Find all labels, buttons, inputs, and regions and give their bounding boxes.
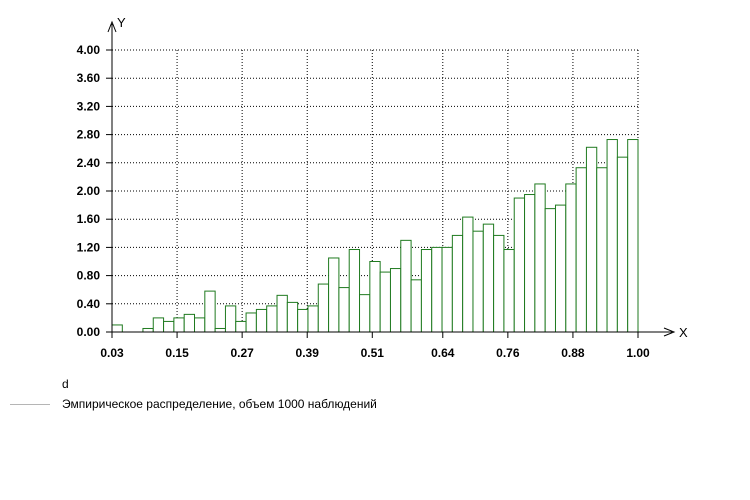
histogram-bar [235, 320, 247, 333]
histogram-bar [255, 308, 268, 333]
axes: Y X [107, 15, 688, 340]
histogram-bar [379, 271, 391, 333]
y-tick-labels: 0.00 0.40 0.80 1.20 1.60 2.00 2.40 2.80 3.20 3.60… [77, 43, 112, 339]
legend-entry: Эмпирическое распределение, объем 1000 н… [10, 396, 377, 412]
histogram-bar [534, 183, 546, 333]
histogram-bar [359, 294, 371, 333]
histogram-bar [472, 230, 484, 333]
y-axis-arrow [107, 20, 117, 33]
x-tick-label: 1.00 [626, 346, 650, 360]
y-tick-label: 2.00 [77, 184, 101, 198]
y-tick-label: 3.60 [77, 71, 101, 85]
histogram-bar [245, 312, 257, 333]
y-tick-label: 0.80 [77, 269, 101, 283]
histogram-bar [173, 317, 185, 333]
histogram-bar [503, 249, 515, 333]
x-axis-label: X [679, 325, 688, 340]
histogram-bar [451, 234, 464, 333]
x-tick-labels: 0.03 0.15 0.27 0.39 0.51 0.64 0.76 0.88 1.00 [100, 332, 650, 360]
histogram-bar [431, 246, 443, 333]
histogram-bar [276, 294, 288, 333]
histogram-bar [214, 327, 226, 333]
histogram-bar [317, 283, 330, 333]
histogram-chart: Y X 0.00 0.40 0.80 1.20 1.60 2.00 2.40 2.80 3.20… [77, 15, 688, 360]
x-tick-label: 0.64 [431, 346, 455, 360]
histogram-bar [554, 204, 567, 333]
y-tick-label: 1.20 [77, 240, 101, 254]
x-tick-label: 0.76 [496, 346, 520, 360]
histogram-bar [565, 183, 577, 333]
histogram-bar [420, 249, 433, 333]
histogram-bar [606, 139, 618, 333]
x-tick-label: 0.03 [100, 346, 124, 360]
x-tick-label: 0.39 [296, 346, 320, 360]
histogram-bar [462, 216, 474, 333]
histogram-bar [389, 268, 402, 333]
histogram-bar [183, 313, 196, 333]
x-tick-label: 0.88 [561, 346, 585, 360]
histogram-bar [142, 327, 154, 333]
y-tick-label: 2.40 [77, 156, 101, 170]
histogram-bar [204, 290, 216, 333]
histogram-bar [513, 197, 526, 333]
x-tick-label: 0.27 [230, 346, 254, 360]
x-tick-label: 0.15 [165, 346, 189, 360]
histogram-bar [482, 223, 495, 333]
histogram-bar [297, 308, 309, 333]
histogram-bar [585, 146, 598, 333]
histogram-bar [194, 317, 206, 333]
histogram-bar [348, 249, 361, 333]
legend-entry-label: Эмпирическое распределение, объем 1000 н… [62, 397, 377, 411]
x-tick-label: 0.51 [361, 346, 385, 360]
histogram-bar [266, 305, 278, 333]
legend-title: d [62, 377, 69, 391]
y-tick-label: 3.20 [77, 99, 101, 113]
histogram-bar [338, 287, 350, 333]
x-axis-arrow [663, 327, 676, 337]
y-tick-label: 0.40 [77, 297, 101, 311]
y-tick-label: 2.80 [77, 128, 101, 142]
histogram-bar [544, 208, 556, 333]
legend-line-swatch [10, 403, 50, 405]
histogram-bar [596, 167, 608, 333]
y-tick-label: 4.00 [77, 43, 101, 57]
histogram-bar [575, 167, 587, 333]
histogram-bar [627, 139, 639, 333]
histogram-bar [410, 279, 422, 333]
y-tick-label: 1.60 [77, 212, 101, 226]
y-axis-label: Y [117, 15, 126, 30]
histogram-bars [111, 139, 639, 333]
histogram-bar [369, 261, 381, 333]
histogram-bar [163, 320, 175, 333]
histogram-bar [400, 239, 412, 333]
histogram-bar [524, 194, 536, 333]
histogram-bar [307, 305, 319, 333]
histogram-bar [328, 257, 340, 333]
histogram-bar [441, 246, 453, 333]
histogram-bar [224, 305, 237, 333]
histogram-bar [616, 156, 629, 333]
histogram-bar [111, 324, 123, 333]
histogram-bar [152, 317, 165, 333]
y-tick-label: 0.00 [77, 325, 101, 339]
histogram-bar [493, 234, 505, 333]
histogram-bar [286, 301, 299, 333]
